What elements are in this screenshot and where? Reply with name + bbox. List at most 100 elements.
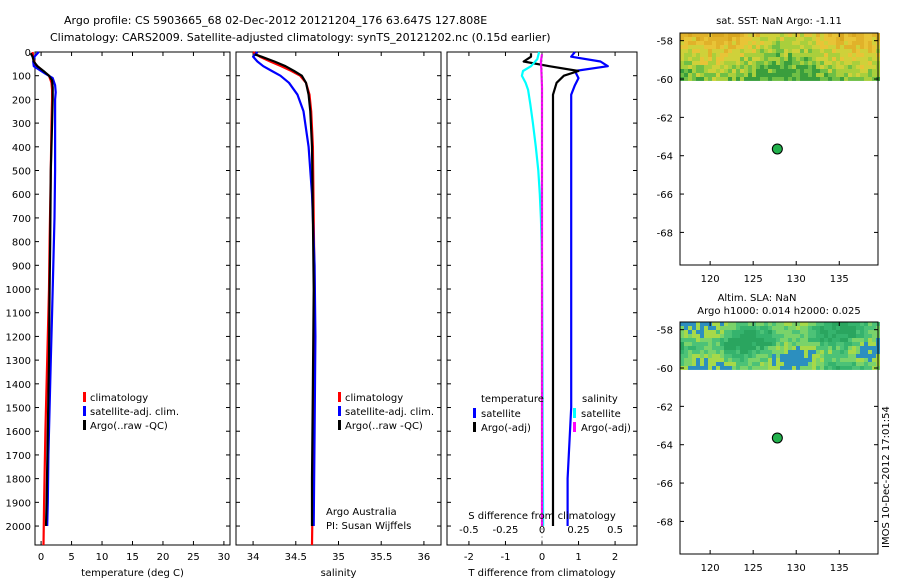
heatmap-cell [820,49,824,53]
heatmap-cell [712,350,716,354]
heatmap-cell [712,57,716,61]
heatmap-cell [744,366,748,370]
heatmap-cell [788,366,792,370]
heatmap-cell [776,354,780,358]
heatmap-cell [760,77,764,81]
heatmap-cell [688,77,692,81]
heatmap-cell [804,65,808,69]
heatmap-cell [740,77,744,81]
heatmap-cell [824,41,828,45]
heatmap-cell [776,69,780,73]
series-line-1 [252,51,317,527]
heatmap-cell [696,65,700,69]
heatmap-cell [824,354,828,358]
heatmap-cell [764,61,768,65]
heatmap-cell [824,346,828,350]
heatmap-cell [860,45,864,49]
heatmap-cell [772,53,776,57]
legend-label: satellite-adj. clim. [345,407,434,418]
heatmap-cell [808,65,812,69]
heatmap-cell [768,33,772,37]
heatmap-cell [772,33,776,37]
heatmap-cell [720,326,724,330]
heatmap-cell [760,358,764,362]
heatmap-cell [784,366,788,370]
heatmap-cell [708,69,712,73]
heatmap-cell [792,37,796,41]
heatmap-cell [852,53,856,57]
heatmap-cell [752,73,756,77]
heatmap-cell [780,45,784,49]
heatmap-cell [716,322,720,326]
heatmap-cell [700,37,704,41]
heatmap-cell [700,45,704,49]
heatmap-cell [800,45,804,49]
heatmap-cell [768,366,772,370]
heatmap-cell [772,342,776,346]
heatmap-cell [844,330,848,334]
heatmap-cell [692,77,696,81]
heatmap-cell [832,77,836,81]
heatmap-cell [740,53,744,57]
heatmap-cell [856,37,860,41]
heatmap-cell [840,358,844,362]
heatmap-cell [732,334,736,338]
heatmap-cell [832,65,836,69]
heatmap-cell [836,338,840,342]
heatmap-cell [736,358,740,362]
heatmap-cell [832,366,836,370]
heatmap-cell [684,65,688,69]
heatmap-cell [776,33,780,37]
heatmap-cell [872,342,876,346]
heatmap-cell [780,73,784,77]
heatmap-cell [816,57,820,61]
heatmap-cell [748,73,752,77]
heatmap-cell [856,41,860,45]
heatmap-cell [780,41,784,45]
y-tick-label: -60 [657,364,673,375]
heatmap-cell [804,326,808,330]
heatmap-cell [820,37,824,41]
heatmap-cell [864,358,868,362]
heatmap-cell [792,350,796,354]
heatmap-cell [804,354,808,358]
heatmap-cell [688,362,692,366]
heatmap-cell [728,346,732,350]
heatmap-cell [696,37,700,41]
heatmap-cell [788,77,792,81]
heatmap-cell [824,342,828,346]
heatmap-cell [868,41,872,45]
heatmap-cell [684,366,688,370]
heatmap-cell [680,346,684,350]
heatmap-cell [680,338,684,342]
heatmap-cell [696,61,700,65]
heatmap-cell [760,350,764,354]
heatmap-cell [708,342,712,346]
annotation-line: Argo Australia [326,507,397,518]
heatmap-cell [712,338,716,342]
heatmap-cell [844,366,848,370]
heatmap-cell [700,73,704,77]
heatmap-cell [752,354,756,358]
heatmap-cell [732,41,736,45]
legend-label: satellite [581,409,621,420]
heatmap-cell [860,69,864,73]
heatmap-cell [764,41,768,45]
heatmap-cell [820,358,824,362]
heatmap-cell [856,338,860,342]
heatmap-cell [832,41,836,45]
heatmap-cell [716,53,720,57]
heatmap-cell [708,49,712,53]
heatmap-cell [680,330,684,334]
heatmap-cell [788,33,792,37]
x-tick-label: 15 [126,552,139,563]
heatmap-cell [692,366,696,370]
heatmap-cell [800,69,804,73]
heatmap-cell [872,57,876,61]
heatmap-cell [800,366,804,370]
heatmap-cell [796,346,800,350]
heatmap-cell [708,346,712,350]
heatmap-cell [692,326,696,330]
heatmap-cell [852,362,856,366]
legend-label: Argo(-adj) [581,423,631,434]
